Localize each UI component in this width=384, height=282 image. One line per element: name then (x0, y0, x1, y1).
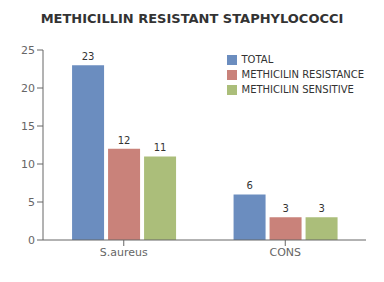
svg-text:CONS: CONS (269, 246, 301, 259)
svg-text:3: 3 (318, 203, 324, 214)
svg-text:6: 6 (246, 180, 252, 191)
svg-text:S.aureus: S.aureus (100, 246, 148, 259)
svg-text:3: 3 (282, 203, 288, 214)
svg-text:5: 5 (28, 196, 35, 209)
html-text:METHICILIN RESISTANCE: METHICILIN RESISTANCE (241, 69, 364, 80)
html-text:METHICILIN SENSITIVE: METHICILIN SENSITIVE (241, 84, 354, 95)
svg-text:20: 20 (21, 82, 35, 95)
svg-text:12: 12 (118, 135, 131, 146)
svg-text:25: 25 (21, 44, 35, 57)
svg-text:11: 11 (154, 142, 167, 153)
html-text:METHICILLIN RESISTANT STAPHYLO: METHICILLIN RESISTANT STAPHYLOCOCCI (40, 11, 344, 26)
svg-text:23: 23 (82, 51, 95, 62)
svg-text:0: 0 (28, 234, 35, 247)
svg-text:15: 15 (21, 120, 35, 133)
svg-text:10: 10 (21, 158, 35, 171)
html-text:TOTAL: TOTAL (241, 54, 274, 65)
